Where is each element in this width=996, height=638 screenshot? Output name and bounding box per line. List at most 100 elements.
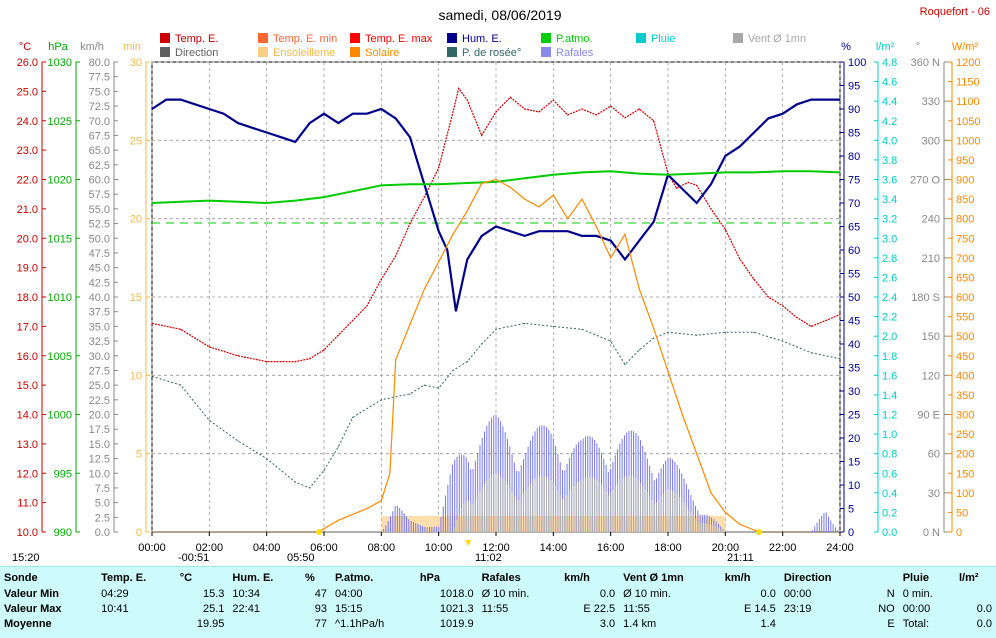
summary-header-cell: Temp. E.: [101, 571, 147, 584]
series-point: [638, 108, 640, 110]
summary-cell: 25.1: [202, 602, 225, 615]
summary-cell: 0 min.: [902, 587, 933, 600]
tick-label-pressure: 1030: [48, 57, 72, 69]
legend-swatch: [350, 47, 360, 57]
summary-table: Sonde Temp. E. °C Hum. E.% P.atmo. hPa Rafales…: [0, 567, 996, 631]
series-point: [352, 416, 354, 419]
tick-label-hum: 60: [848, 245, 860, 257]
series-point: [380, 278, 382, 280]
series-point: [782, 305, 784, 307]
series-point: [446, 249, 448, 251]
series-point: [409, 136, 411, 138]
tick-label-solar: 800: [956, 214, 974, 226]
series-point: [337, 519, 339, 521]
summary-cell: [478, 616, 561, 631]
series-point: [323, 196, 325, 198]
summary-cell: 04:00: [335, 587, 363, 600]
series-point: [782, 170, 784, 172]
summary-cell: 10:34: [232, 587, 260, 600]
unit-label-solar: W/m²: [952, 41, 979, 53]
summary-header-cell: %: [304, 571, 315, 584]
series-point: [581, 235, 583, 237]
series-point: [380, 500, 382, 502]
series-point: [710, 183, 712, 185]
chart-series: [151, 87, 841, 533]
summary-cell: 0.0: [976, 617, 992, 630]
tick-label-pressure: 1005: [48, 351, 72, 363]
tick-label-rain: 3.0: [882, 233, 897, 245]
summary-cell: 11:55: [481, 602, 509, 615]
tick-label-wind: 55.0: [89, 204, 110, 216]
series-point: [495, 111, 497, 113]
axis-unit-labels: °C hPa km/h min% l/m² ° W/m²: [19, 41, 979, 53]
tick-label-wind: 0.0: [95, 527, 110, 539]
series-point: [165, 99, 167, 101]
legend-label: Hum. E.: [462, 33, 502, 45]
series-point: [380, 399, 382, 401]
series-point: [409, 222, 411, 225]
event-temp_min_time: -00:51: [178, 552, 209, 564]
summary-cell: Ø 10 min.: [623, 587, 671, 600]
tick-label-temp: 10.0: [17, 527, 38, 539]
series-point: [495, 328, 497, 330]
tick-label-temp: 12.0: [17, 468, 38, 480]
tick-label-dir: 300: [922, 135, 940, 147]
summary-header-cell: l/m²: [959, 571, 979, 584]
series-point: [595, 225, 597, 228]
unit-label-dir: °: [916, 41, 920, 53]
tick-label-temp: 23.0: [17, 145, 38, 157]
legend-swatch: [350, 33, 360, 43]
summary-cell: ^1.1hPa/h: [335, 617, 385, 630]
tick-label-dir: 360 N: [911, 57, 940, 69]
series-point: [409, 323, 411, 326]
series-point: [438, 230, 440, 232]
tick-label-hum: 0: [848, 527, 854, 539]
tick-label-temp: 24.0: [17, 116, 38, 128]
tick-label-dir: 180 S: [911, 292, 940, 304]
tick-label-solar: 750: [956, 233, 974, 245]
tick-label-hum: 65: [848, 222, 860, 234]
series-point: [452, 233, 454, 235]
tick-label-rain: 0.6: [882, 468, 897, 480]
series-point: [409, 393, 411, 395]
series-point: [352, 113, 354, 115]
summary-header-cell: Hum. E.: [232, 571, 274, 584]
tick-label-solar: 1000: [956, 135, 980, 147]
tick-label-hum: 70: [848, 198, 860, 210]
series-point: [337, 446, 339, 448]
series-point: [423, 288, 425, 290]
series-point: [687, 181, 689, 184]
tick-label-dir: 150: [922, 331, 940, 343]
series-point: [223, 113, 225, 115]
tick-label-wind: 30.0: [89, 351, 110, 363]
summary-header-row: Sonde Temp. E. °C Hum. E.% P.atmo. hPa Rafales…: [0, 567, 996, 586]
tick-label-solar: 250: [956, 429, 974, 441]
summary-header-cell: Rafales: [481, 571, 521, 584]
tick-label-wind: 45.0: [89, 263, 110, 275]
series-point: [495, 181, 497, 183]
summary-cell: 1018.0: [439, 587, 474, 600]
series-point: [638, 173, 640, 175]
series-point: [624, 117, 626, 119]
tick-label-solar: 1100: [956, 96, 980, 108]
series-point: [395, 359, 397, 361]
tick-label-pressure: 1020: [48, 175, 72, 187]
tick-label-wind: 72.5: [89, 101, 110, 113]
sunrise-marker: [316, 529, 323, 535]
series-point: [839, 358, 841, 360]
series-point: [180, 201, 182, 203]
series-point: [509, 230, 511, 232]
legend-swatch: [160, 33, 170, 43]
tick-label-rain: 1.2: [882, 410, 897, 422]
series-point: [610, 257, 612, 259]
legend-swatch: [258, 33, 268, 43]
series-point: [495, 178, 497, 181]
series-point: [309, 487, 311, 489]
series-point: [481, 134, 483, 137]
summary-cell: [228, 616, 301, 631]
series-point: [552, 230, 554, 232]
series-point: [366, 113, 368, 115]
series-point: [825, 319, 827, 322]
tick-label-wind: 22.5: [89, 395, 110, 407]
legend-swatch: [447, 47, 457, 57]
